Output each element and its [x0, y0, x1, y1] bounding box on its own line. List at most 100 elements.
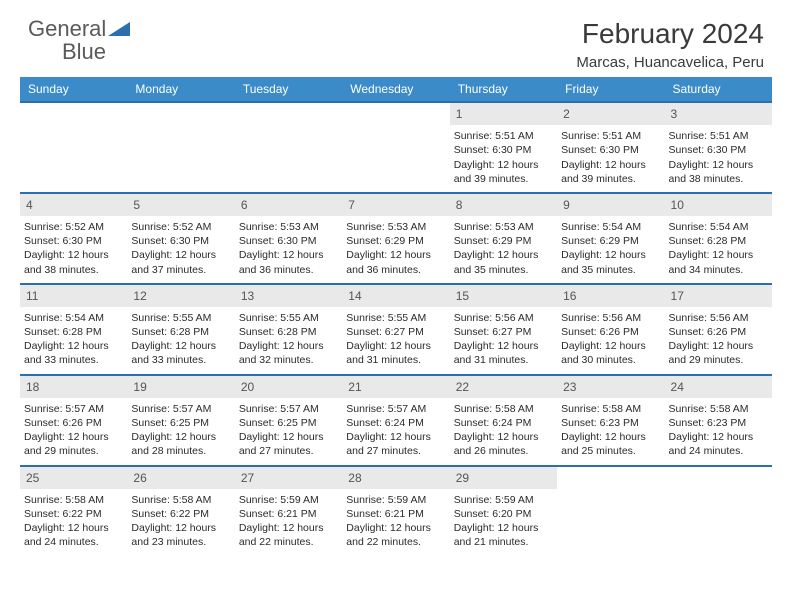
day-cell: 25Sunrise: 5:58 AMSunset: 6:22 PMDayligh… [20, 467, 127, 556]
sunset-text: Sunset: 6:27 PM [454, 325, 553, 339]
sunset-text: Sunset: 6:28 PM [669, 234, 768, 248]
day-number: 11 [20, 285, 127, 307]
day-cell: 27Sunrise: 5:59 AMSunset: 6:21 PMDayligh… [235, 467, 342, 556]
sunset-text: Sunset: 6:22 PM [24, 507, 123, 521]
day-cell: . [20, 103, 127, 192]
day-number: 6 [235, 194, 342, 216]
daylight-text: Daylight: 12 hours and 39 minutes. [561, 158, 660, 186]
day-number: 7 [342, 194, 449, 216]
daylight-text: Daylight: 12 hours and 32 minutes. [239, 339, 338, 367]
daylight-text: Daylight: 12 hours and 30 minutes. [561, 339, 660, 367]
sunrise-text: Sunrise: 5:51 AM [561, 129, 660, 143]
sunset-text: Sunset: 6:20 PM [454, 507, 553, 521]
day-cell: . [342, 103, 449, 192]
sunrise-text: Sunrise: 5:57 AM [131, 402, 230, 416]
title-block: February 2024 Marcas, Huancavelica, Peru [576, 18, 764, 71]
day-number: 22 [450, 376, 557, 398]
day-cell: 23Sunrise: 5:58 AMSunset: 6:23 PMDayligh… [557, 376, 664, 465]
calendar: SundayMondayTuesdayWednesdayThursdayFrid… [0, 77, 792, 555]
sunrise-text: Sunrise: 5:59 AM [346, 493, 445, 507]
day-cell: 8Sunrise: 5:53 AMSunset: 6:29 PMDaylight… [450, 194, 557, 283]
sunset-text: Sunset: 6:22 PM [131, 507, 230, 521]
day-number: 21 [342, 376, 449, 398]
sunset-text: Sunset: 6:24 PM [454, 416, 553, 430]
weeks-container: ....1Sunrise: 5:51 AMSunset: 6:30 PMDayl… [20, 101, 772, 555]
week-row: 25Sunrise: 5:58 AMSunset: 6:22 PMDayligh… [20, 467, 772, 556]
sunset-text: Sunset: 6:23 PM [669, 416, 768, 430]
sunset-text: Sunset: 6:28 PM [131, 325, 230, 339]
day-cell: 18Sunrise: 5:57 AMSunset: 6:26 PMDayligh… [20, 376, 127, 465]
day-number: 27 [235, 467, 342, 489]
day-number: 5 [127, 194, 234, 216]
weekday-header: Monday [127, 77, 234, 101]
day-cell: 13Sunrise: 5:55 AMSunset: 6:28 PMDayligh… [235, 285, 342, 374]
day-number: 26 [127, 467, 234, 489]
sunset-text: Sunset: 6:25 PM [131, 416, 230, 430]
day-number: 17 [665, 285, 772, 307]
daylight-text: Daylight: 12 hours and 25 minutes. [561, 430, 660, 458]
sunset-text: Sunset: 6:30 PM [24, 234, 123, 248]
daylight-text: Daylight: 12 hours and 35 minutes. [454, 248, 553, 276]
sunrise-text: Sunrise: 5:55 AM [239, 311, 338, 325]
day-number: 24 [665, 376, 772, 398]
day-cell: 24Sunrise: 5:58 AMSunset: 6:23 PMDayligh… [665, 376, 772, 465]
day-number: 10 [665, 194, 772, 216]
sunrise-text: Sunrise: 5:52 AM [131, 220, 230, 234]
daylight-text: Daylight: 12 hours and 29 minutes. [669, 339, 768, 367]
day-cell: 19Sunrise: 5:57 AMSunset: 6:25 PMDayligh… [127, 376, 234, 465]
day-cell: 12Sunrise: 5:55 AMSunset: 6:28 PMDayligh… [127, 285, 234, 374]
day-number: 23 [557, 376, 664, 398]
week-row: 11Sunrise: 5:54 AMSunset: 6:28 PMDayligh… [20, 285, 772, 374]
sunset-text: Sunset: 6:30 PM [131, 234, 230, 248]
weekday-header: Wednesday [342, 77, 449, 101]
daylight-text: Daylight: 12 hours and 36 minutes. [239, 248, 338, 276]
sunrise-text: Sunrise: 5:53 AM [346, 220, 445, 234]
day-number: 18 [20, 376, 127, 398]
weekday-header: Sunday [20, 77, 127, 101]
daylight-text: Daylight: 12 hours and 31 minutes. [346, 339, 445, 367]
day-cell: 2Sunrise: 5:51 AMSunset: 6:30 PMDaylight… [557, 103, 664, 192]
sunset-text: Sunset: 6:30 PM [454, 143, 553, 157]
day-cell: 3Sunrise: 5:51 AMSunset: 6:30 PMDaylight… [665, 103, 772, 192]
sunset-text: Sunset: 6:26 PM [669, 325, 768, 339]
sunrise-text: Sunrise: 5:51 AM [669, 129, 768, 143]
day-cell: 4Sunrise: 5:52 AMSunset: 6:30 PMDaylight… [20, 194, 127, 283]
sunrise-text: Sunrise: 5:55 AM [131, 311, 230, 325]
header: General Blue February 2024 Marcas, Huanc… [0, 0, 792, 77]
day-cell: 15Sunrise: 5:56 AMSunset: 6:27 PMDayligh… [450, 285, 557, 374]
day-number: 29 [450, 467, 557, 489]
sunrise-text: Sunrise: 5:59 AM [239, 493, 338, 507]
sunset-text: Sunset: 6:29 PM [561, 234, 660, 248]
day-number: 13 [235, 285, 342, 307]
sunrise-text: Sunrise: 5:56 AM [454, 311, 553, 325]
location-text: Marcas, Huancavelica, Peru [576, 54, 764, 71]
day-number: 2 [557, 103, 664, 125]
sunrise-text: Sunrise: 5:55 AM [346, 311, 445, 325]
day-cell: 22Sunrise: 5:58 AMSunset: 6:24 PMDayligh… [450, 376, 557, 465]
daylight-text: Daylight: 12 hours and 35 minutes. [561, 248, 660, 276]
daylight-text: Daylight: 12 hours and 36 minutes. [346, 248, 445, 276]
sunset-text: Sunset: 6:29 PM [454, 234, 553, 248]
sunset-text: Sunset: 6:26 PM [24, 416, 123, 430]
sunrise-text: Sunrise: 5:51 AM [454, 129, 553, 143]
day-cell: 21Sunrise: 5:57 AMSunset: 6:24 PMDayligh… [342, 376, 449, 465]
sunset-text: Sunset: 6:28 PM [24, 325, 123, 339]
daylight-text: Daylight: 12 hours and 38 minutes. [669, 158, 768, 186]
sunrise-text: Sunrise: 5:54 AM [561, 220, 660, 234]
weekday-header: Saturday [665, 77, 772, 101]
day-number: 3 [665, 103, 772, 125]
weekday-header-row: SundayMondayTuesdayWednesdayThursdayFrid… [20, 77, 772, 101]
day-number: 4 [20, 194, 127, 216]
daylight-text: Daylight: 12 hours and 21 minutes. [454, 521, 553, 549]
daylight-text: Daylight: 12 hours and 33 minutes. [131, 339, 230, 367]
sunset-text: Sunset: 6:29 PM [346, 234, 445, 248]
daylight-text: Daylight: 12 hours and 37 minutes. [131, 248, 230, 276]
day-cell: 26Sunrise: 5:58 AMSunset: 6:22 PMDayligh… [127, 467, 234, 556]
sunset-text: Sunset: 6:27 PM [346, 325, 445, 339]
day-cell: 7 Sunrise: 5:53 AMSunset: 6:29 PMDaylight… [342, 194, 449, 283]
daylight-text: Daylight: 12 hours and 33 minutes. [24, 339, 123, 367]
weekday-header: Thursday [450, 77, 557, 101]
logo-text-part2: Blue [62, 39, 106, 64]
daylight-text: Daylight: 12 hours and 29 minutes. [24, 430, 123, 458]
day-cell: . [665, 467, 772, 556]
